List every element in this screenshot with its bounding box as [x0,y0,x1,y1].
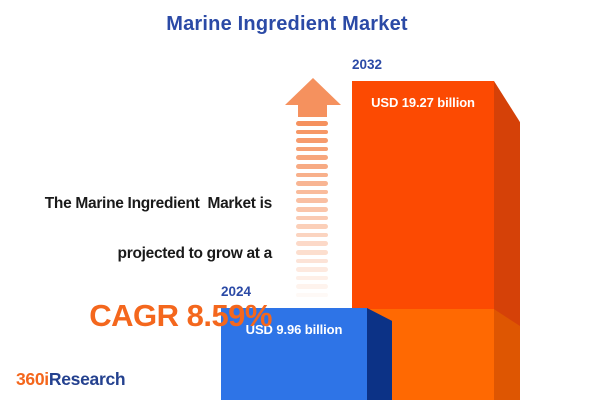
arrow-stripe [296,224,328,229]
annotation-line-2: projected to grow at a [117,244,273,262]
arrow-stripe [296,146,328,152]
arrow-stripe [296,267,328,272]
arrow-stripe [296,181,328,186]
arrow-stripe [296,121,328,126]
arrow-stripe [296,172,328,178]
arrow-stripe [296,189,328,195]
annotation-line-1: The Marine Ingredient Market is [44,195,273,212]
brand-logo: 360iResearch [16,369,126,390]
bar-2032-front [352,81,494,400]
bar-2024-front [221,308,367,400]
arrow-up-icon [285,78,341,105]
growth-annotation: The Marine Ingredient Market is projecte… [44,163,273,366]
cagr-value: CAGR 8.59% [89,298,272,333]
arrow-stripe [296,258,328,264]
page-title: Marine Ingredient Market [166,13,408,35]
year-label-2024: 2024 [221,284,252,299]
arrow-stripe [296,275,328,281]
arrow-stripe [296,138,328,143]
arrow-neck [298,104,327,117]
arrow-stripe [296,163,328,169]
arrow-stripe [296,249,328,255]
arrow-stripe [296,284,328,289]
arrow-stripes [296,121,328,301]
bar-2032-side [494,81,520,400]
arrow-stripe [296,198,328,203]
arrow-stripe [296,129,328,135]
arrow-stripe [296,232,328,238]
arrow-stripe [296,241,328,246]
arrow-stripe [296,292,328,298]
bar-2032-front-upper [352,81,494,309]
arrow-stripe [296,206,328,212]
bar-2024-side [367,308,392,400]
logo-360i: 360i [16,369,49,389]
arrow-stripe [296,215,328,221]
logo-research: Research [48,369,126,389]
value-label-2032: USD 19.27 billion [371,95,475,110]
year-label-2032: 2032 [352,57,383,72]
bar-2032-side-lower [494,309,520,400]
value-label-2024: USD 9.96 billion [245,322,343,337]
arrow-stripe [296,155,328,160]
